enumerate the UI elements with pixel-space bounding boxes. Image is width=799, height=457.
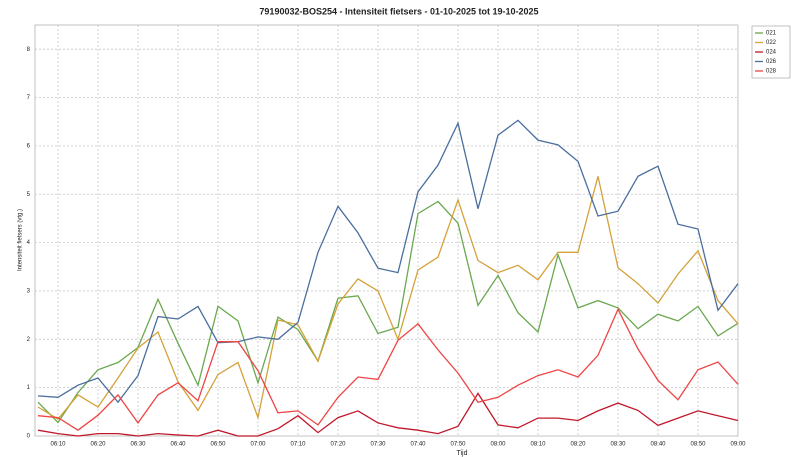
x-tick-label: 07:50 (450, 442, 466, 448)
chart-title: 79190032-BOS254 - Intensiteit fietsers -… (259, 6, 538, 16)
x-tick-label: 07:10 (290, 442, 306, 448)
x-axis-label: Tijd (456, 450, 467, 457)
x-tick-label: 07:20 (330, 442, 346, 448)
x-tick-label: 08:50 (690, 442, 706, 448)
y-axis-label: Intensiteit fietsers (vtg.) (18, 209, 24, 271)
x-tick-label: 09:00 (730, 442, 746, 448)
y-tick-label: 6 (27, 143, 31, 149)
x-tick-label: 06:30 (130, 442, 146, 448)
x-tick-label: 07:00 (250, 442, 266, 448)
x-tick-label: 08:20 (570, 442, 586, 448)
series-line (37, 200, 739, 424)
legend-label: 028 (766, 69, 777, 75)
x-tick-label: 08:00 (490, 442, 506, 448)
x-tick-label: 06:50 (210, 442, 226, 448)
series-line (37, 392, 739, 437)
y-tick-label: 3 (27, 289, 31, 295)
legend-label: 026 (766, 59, 777, 65)
y-tick-label: 4 (27, 240, 31, 246)
legend-label: 024 (766, 50, 777, 56)
y-tick-label: 1 (27, 385, 31, 391)
legend-label: 021 (766, 31, 777, 37)
x-tick-label: 08:40 (650, 442, 666, 448)
y-tick-label: 8 (27, 47, 31, 53)
x-tick-label: 07:30 (370, 442, 386, 448)
series-line (37, 119, 739, 404)
y-tick-label: 7 (27, 95, 31, 101)
y-tick-label: 2 (27, 337, 31, 343)
x-tick-label: 08:10 (530, 442, 546, 448)
series-line (37, 176, 739, 420)
legend-label: 022 (766, 40, 777, 46)
y-tick-label: 5 (27, 192, 31, 198)
x-tick-label: 07:40 (410, 442, 426, 448)
x-tick-label: 08:30 (610, 442, 626, 448)
y-tick-label: 0 (27, 434, 31, 440)
series-line (37, 307, 739, 431)
x-tick-label: 06:10 (50, 442, 66, 448)
plot-area (34, 24, 739, 437)
x-tick-label: 06:20 (90, 442, 106, 448)
x-tick-label: 06:40 (170, 442, 186, 448)
